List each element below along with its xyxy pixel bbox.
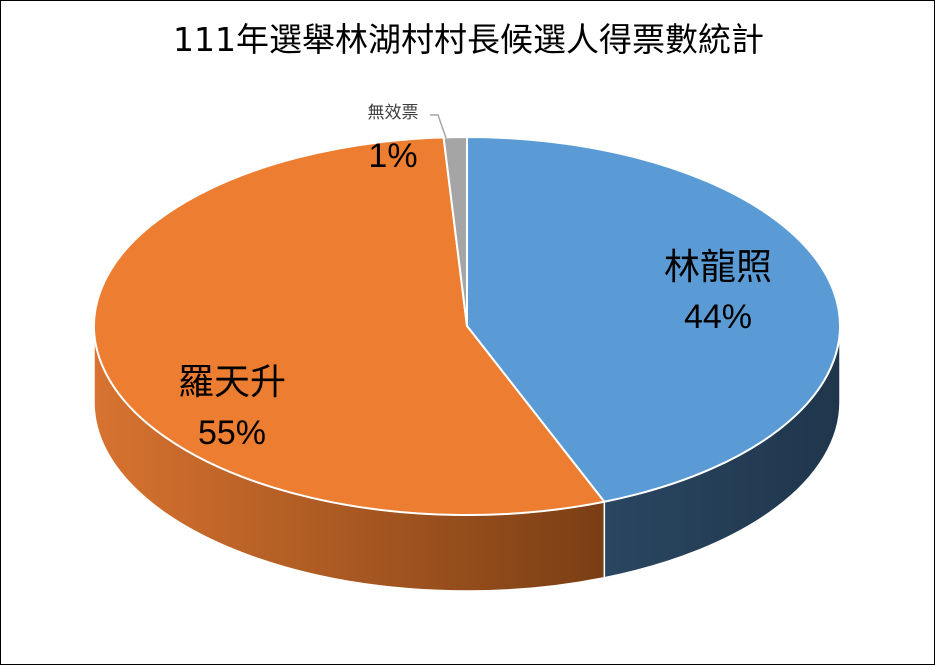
pie-slice-2: [93, 136, 606, 516]
chart-title: 111年選舉林湖村村長候選人得票數統計: [173, 20, 764, 59]
slice-label-2: 羅天升: [178, 362, 286, 403]
slice-value-2: 55%: [198, 414, 266, 452]
slice-label-1: 林龍照: [664, 247, 772, 288]
leader-line: [430, 114, 447, 139]
pie-slice-1: [466, 136, 841, 503]
slice-value-1: 44%: [684, 298, 752, 336]
slice-label-3: 無效票: [368, 103, 419, 123]
slice-value-3: 1%: [368, 137, 417, 175]
pie-slice-3: [442, 136, 468, 327]
